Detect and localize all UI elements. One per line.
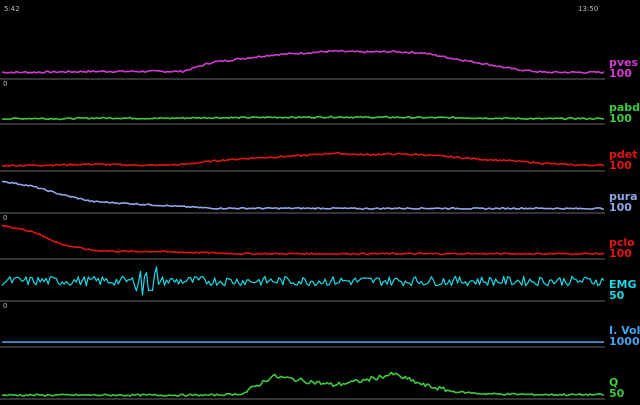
trace-emg-1 (1, 266, 605, 296)
channel-scale-pclo: 100 (609, 247, 632, 260)
axis-tick-pclo: 0 (3, 214, 7, 222)
trace-pura (1, 180, 605, 211)
channel-traces (1, 49, 605, 397)
channel-scale-pdet: 100 (609, 159, 632, 172)
channel-label-q: Q (609, 376, 618, 389)
channel-scale-i-vol: 1000 (609, 335, 640, 348)
trace-pves (1, 49, 605, 74)
channel-label-pura: pura (609, 190, 638, 203)
time-start-label: 5:42 (4, 5, 20, 13)
time-end-label: 13:50 (578, 5, 598, 13)
axis-tick-pabd: 0 (3, 80, 7, 88)
channel-label-pabd: pabd (609, 101, 640, 114)
channel-label-pves: pves (609, 56, 639, 69)
channel-scale-q: 50 (609, 387, 625, 400)
channel-label-emg-1: EMG 1 (609, 278, 640, 291)
channel-labels: pves100pabd1000pdet100pura100pclo1000EMG… (3, 56, 640, 400)
trace-pabd (1, 115, 605, 121)
channel-label-i-vol: I. Vol (609, 324, 640, 337)
channel-scale-pura: 100 (609, 201, 632, 214)
channel-dividers (0, 78, 605, 400)
trace-pdet (1, 152, 605, 168)
trace-pclo (1, 224, 605, 256)
channel-scale-pabd: 100 (609, 112, 632, 125)
channel-label-pclo: pclo (609, 236, 635, 249)
channel-label-pdet: pdet (609, 148, 637, 161)
channel-scale-pves: 100 (609, 67, 632, 80)
axis-tick-i-vol: 0 (3, 302, 7, 310)
trace-q (1, 371, 605, 397)
channel-scale-emg-1: 50 (609, 289, 625, 302)
